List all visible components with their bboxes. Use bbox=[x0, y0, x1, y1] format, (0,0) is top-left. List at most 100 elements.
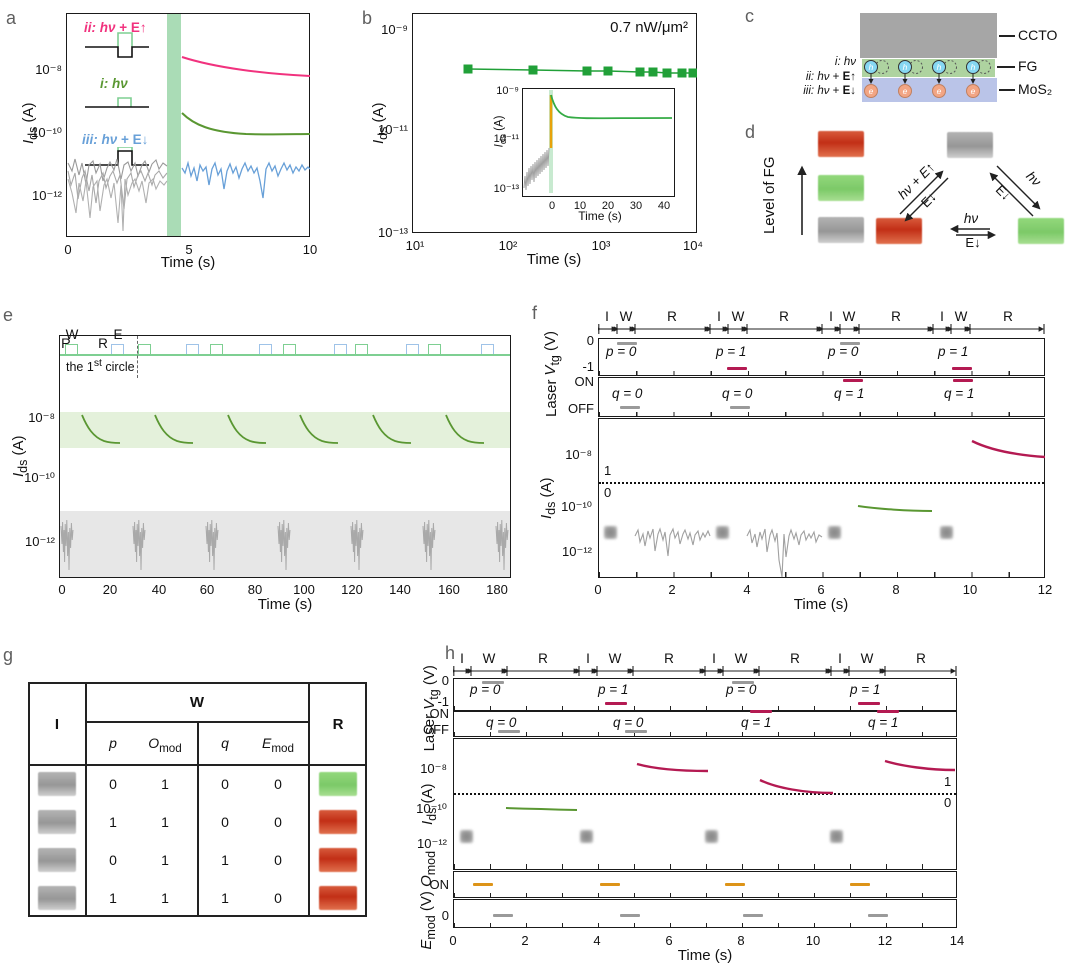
write-pulse bbox=[138, 344, 151, 354]
on-state-band bbox=[60, 412, 510, 448]
svg-text:e: e bbox=[903, 86, 908, 96]
seq-label: R bbox=[98, 336, 108, 351]
x-tick: 10 bbox=[302, 242, 318, 257]
waveform-i-icon bbox=[85, 97, 149, 108]
table-vline bbox=[308, 682, 310, 917]
table-header-i: I bbox=[54, 716, 60, 733]
x-tick: 6 bbox=[817, 582, 825, 597]
seq-label: R bbox=[891, 309, 901, 324]
cell-o: 1 bbox=[161, 776, 169, 792]
vtg-tick: -1 bbox=[582, 359, 594, 374]
first-circle-note: the 1st circle bbox=[66, 358, 135, 375]
seq-label: I bbox=[586, 651, 590, 666]
curve-ii-pink bbox=[181, 56, 310, 77]
read-green bbox=[857, 505, 933, 512]
svg-text:e: e bbox=[869, 86, 874, 96]
x-tick: 100 bbox=[293, 582, 315, 597]
laser-bar bbox=[620, 406, 640, 409]
cell-e: 0 bbox=[274, 890, 282, 906]
layer-label-ccto: CCTO bbox=[1018, 27, 1058, 43]
state-gray bbox=[947, 132, 993, 158]
table-hline-header bbox=[28, 764, 367, 766]
x-tick: 0 bbox=[64, 242, 72, 257]
seq-label: I bbox=[712, 651, 716, 666]
seq-label: I bbox=[838, 651, 842, 666]
y-tick: 10⁻¹² bbox=[25, 534, 55, 549]
pulse-baseline bbox=[60, 353, 510, 356]
read-crimson bbox=[759, 778, 834, 795]
table-subheader-emod: Emod bbox=[262, 736, 294, 754]
cell-p: 1 bbox=[109, 890, 117, 906]
leader-line bbox=[999, 35, 1015, 37]
seq-label: I bbox=[829, 309, 833, 324]
inset-dark-noise bbox=[523, 147, 550, 191]
p-label: p = 1 bbox=[716, 344, 747, 359]
legend-prefix: iii: bbox=[82, 132, 102, 147]
table-header-r: R bbox=[332, 716, 344, 733]
init-state-marker bbox=[705, 830, 718, 843]
x-tick: 10³ bbox=[591, 238, 611, 253]
x-tick: 180 bbox=[486, 582, 508, 597]
vtg-tick: -1 bbox=[437, 694, 449, 709]
legend-mid: + bbox=[117, 132, 133, 147]
svg-text:h: h bbox=[903, 62, 908, 72]
x-tick: 0 bbox=[548, 200, 556, 212]
ids-strip bbox=[453, 738, 957, 870]
threshold-line bbox=[599, 482, 1044, 484]
seq-label: R bbox=[61, 336, 71, 352]
bit-label: 0 bbox=[604, 485, 612, 500]
p-label: p = 0 bbox=[726, 682, 757, 697]
table-header-w: W bbox=[189, 694, 205, 711]
dark-noise-trace bbox=[67, 158, 168, 185]
inset-green-decay bbox=[550, 94, 673, 120]
bit-label: 1 bbox=[944, 774, 952, 789]
laser-bar bbox=[750, 710, 772, 713]
p-label: p = 1 bbox=[850, 682, 881, 697]
seq-label: I bbox=[717, 309, 721, 324]
x-axis-label: Time (s) bbox=[160, 254, 216, 271]
seq-label: W bbox=[65, 327, 79, 342]
panel-label-e: e bbox=[3, 305, 14, 325]
read-crimson bbox=[636, 762, 709, 773]
legend-prefix: ii: bbox=[84, 20, 100, 35]
y-tick: 10⁻¹⁰ bbox=[24, 470, 55, 485]
x-tick: 10⁴ bbox=[682, 238, 704, 253]
seq-label: R bbox=[916, 651, 926, 666]
layer-label-fg: FG bbox=[1018, 58, 1038, 74]
vtg-tick: 0 bbox=[586, 333, 594, 348]
x-tickmarks bbox=[599, 371, 1044, 375]
p-label: p = 0 bbox=[606, 344, 637, 359]
proc-hv: hν bbox=[843, 56, 856, 68]
laser-strip bbox=[598, 377, 1045, 417]
y-tick: 10⁻¹⁰ bbox=[416, 801, 447, 816]
write-pulse bbox=[355, 344, 368, 354]
result-state-green bbox=[319, 772, 357, 796]
init-state-marker bbox=[716, 526, 729, 539]
process-label-i: i: hν bbox=[758, 56, 856, 69]
x-tick: 140 bbox=[389, 582, 411, 597]
x-tick: 40 bbox=[151, 582, 167, 597]
vtg-tick: 0 bbox=[441, 673, 449, 688]
x-tick: 40 bbox=[657, 200, 671, 212]
note-a: the 1 bbox=[66, 360, 94, 375]
seq-label: W bbox=[619, 309, 633, 324]
x-tick: 20 bbox=[102, 582, 118, 597]
sequence-arrows bbox=[453, 666, 957, 676]
vtg-strip bbox=[453, 678, 957, 711]
x-tick: 30 bbox=[629, 200, 643, 212]
laser-bar bbox=[953, 379, 973, 382]
panel-label-f: f bbox=[532, 303, 538, 323]
transition-label: E↓ bbox=[965, 235, 981, 250]
omod-strip bbox=[453, 871, 957, 898]
x-tick: 8 bbox=[737, 933, 745, 948]
transition-label: hν bbox=[963, 211, 979, 226]
emod-i: E bbox=[261, 735, 272, 751]
erase-pulse bbox=[406, 344, 419, 354]
y-tick: 10⁻¹³ bbox=[493, 183, 519, 195]
init-state-marker bbox=[604, 526, 617, 539]
q-label: q = 1 bbox=[944, 386, 975, 401]
